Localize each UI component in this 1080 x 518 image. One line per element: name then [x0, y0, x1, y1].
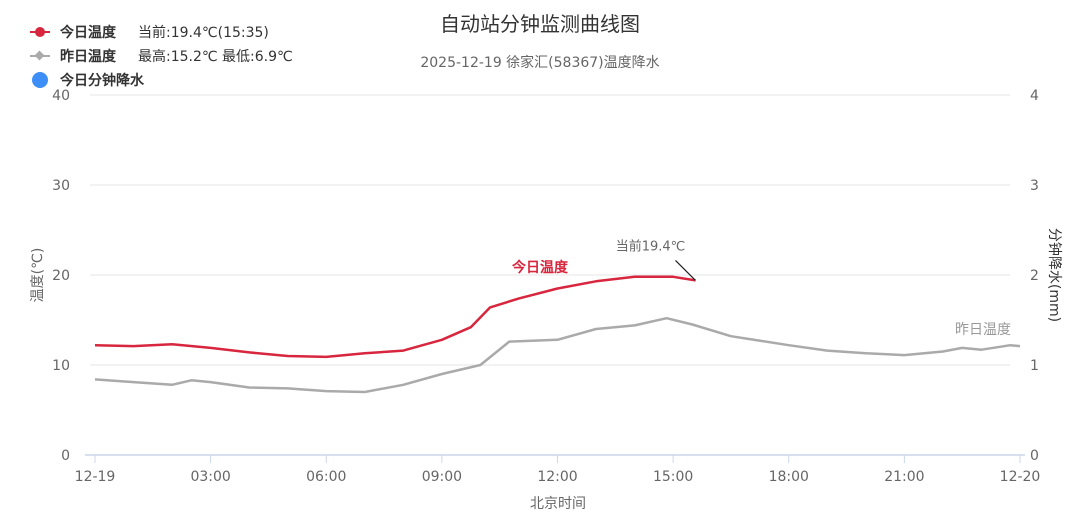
x-axis: 12-19 03:00 06:00 09:00 12:00 15:00 18:00 21:00…	[75, 454, 1041, 485]
legend-info: 最高:15.2℃ 最低:6.9℃	[138, 49, 293, 65]
line-diamond-icon	[30, 48, 50, 64]
series-lines	[94, 275, 1021, 394]
chart-title: 自动站分钟监测曲线图	[440, 12, 640, 36]
y2-tick-label: 0	[1030, 448, 1039, 464]
today-series-label: 今日温度	[511, 259, 569, 276]
current-value-annotation: 当前19.4℃	[616, 238, 686, 254]
legend-info: 当前:19.4℃(15:35)	[138, 25, 269, 41]
y2-tick-label: 3	[1030, 178, 1039, 194]
y-tick-label: 30	[52, 178, 70, 194]
line-dot-icon	[30, 24, 50, 40]
y2-axis-title: 分钟降水(mm)	[1046, 228, 1063, 322]
x-tick-label: 09:00	[422, 469, 462, 485]
y-tick-label: 20	[52, 268, 70, 284]
x-tick-label: 15:00	[653, 469, 693, 485]
x-tick-label: 21:00	[884, 469, 924, 485]
x-tick-label: 12-19	[75, 469, 116, 485]
legend-item-today-precip[interactable]: 今日分钟降水	[30, 68, 293, 92]
circle-icon	[30, 72, 50, 88]
x-tick-label: 06:00	[306, 469, 346, 485]
x-tick-label: 12:00	[537, 469, 577, 485]
series-line-today[interactable]	[94, 275, 696, 359]
grid-lines	[90, 94, 1010, 366]
y-axis-title: 温度(℃)	[30, 248, 46, 303]
y2-tick-label: 1	[1030, 358, 1039, 374]
y2-tick-label: 2	[1030, 268, 1039, 284]
legend-item-yesterday-temp[interactable]: 昨日温度 最高:15.2℃ 最低:6.9℃	[30, 44, 293, 68]
legend: 今日温度 当前:19.4℃(15:35) 昨日温度 最高:15.2℃ 最低:6.…	[30, 20, 293, 92]
series-line-yesterday[interactable]	[94, 316, 1021, 394]
y2-tick-label: 4	[1030, 88, 1039, 104]
yesterday-series-label: 昨日温度	[955, 322, 1011, 338]
legend-label: 昨日温度	[60, 49, 116, 65]
x-tick-label: 12-20	[1000, 469, 1041, 485]
chart-subtitle: 2025-12-19 徐家汇(58367)温度降水	[420, 55, 660, 71]
x-axis-title: 北京时间	[530, 496, 586, 512]
y-tick-label: 10	[52, 358, 70, 374]
legend-label: 今日温度	[60, 25, 116, 41]
x-tick-label: 03:00	[190, 469, 230, 485]
legend-label: 今日分钟降水	[60, 73, 144, 89]
x-tick-label: 18:00	[769, 469, 809, 485]
y-tick-label: 0	[61, 448, 70, 464]
y-axis-right: 0 1 2 3 4	[1030, 88, 1039, 464]
legend-item-today-temp[interactable]: 今日温度 当前:19.4℃(15:35)	[30, 20, 293, 44]
